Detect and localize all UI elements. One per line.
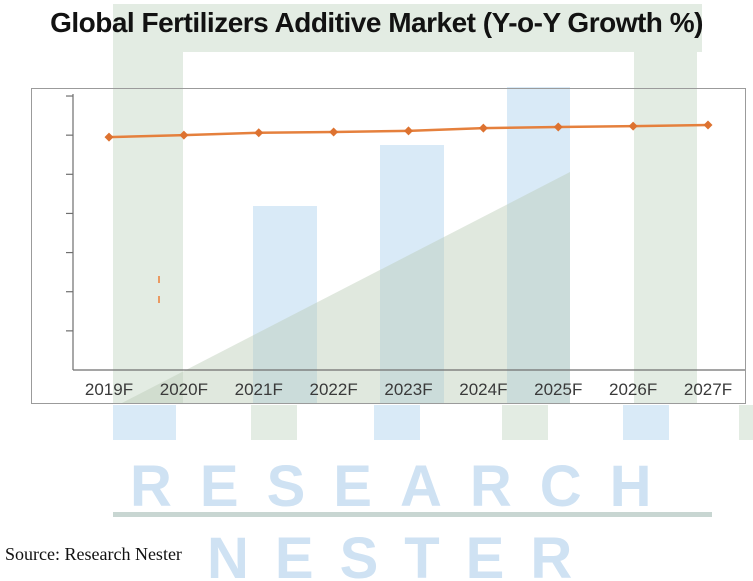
watermark-title-band [113,4,702,52]
watermark-bar [507,87,570,404]
x-axis-label: 2025F [534,380,582,399]
watermark-bar [251,405,297,440]
x-axis-label: 2019F [85,380,133,399]
watermark-underline [113,512,712,517]
data-point-marker [628,121,638,131]
data-point-marker [329,127,339,137]
x-axis-label: 2027F [684,380,732,399]
data-point-marker [104,132,114,142]
watermark-bar [623,405,669,440]
watermark-bar [739,405,753,440]
watermark-bar [634,52,697,404]
watermark-bar [502,405,548,440]
x-axis-label: 2026F [609,380,657,399]
x-axis-label: 2023F [384,380,432,399]
data-point-marker [404,126,413,136]
watermark-bar [380,145,444,404]
watermark-text-nester: NESTER [207,526,599,581]
stray-dash [158,296,160,303]
chart-title: Global Fertilizers Additive Market (Y-o-… [50,7,703,38]
watermark-bar [113,405,176,440]
data-point-marker [254,128,264,138]
watermark-bar [374,405,420,440]
data-point-marker [478,123,488,133]
watermark-text-research: RESEARCH [130,454,680,519]
data-point-marker [553,122,563,132]
data-point-marker [703,120,713,130]
x-axis-label: 2020F [160,380,208,399]
watermark-bar [253,206,317,404]
data-point-marker [179,130,189,140]
source-note: Source: Research Nester [5,544,182,564]
x-axis-label: 2022F [310,380,358,399]
stray-dash [158,276,160,283]
x-axis-label: 2021F [235,380,283,399]
x-axis-label: 2024F [459,380,507,399]
chart-area: 2019F 2020F 2021F 2022F 2023F 2024F 2025F 2026F… [31,88,746,404]
watermark-bar [113,4,183,404]
line-chart-svg: 2019F 2020F 2021F 2022F 2023F 2024F 2025F 2026F… [66,94,745,399]
